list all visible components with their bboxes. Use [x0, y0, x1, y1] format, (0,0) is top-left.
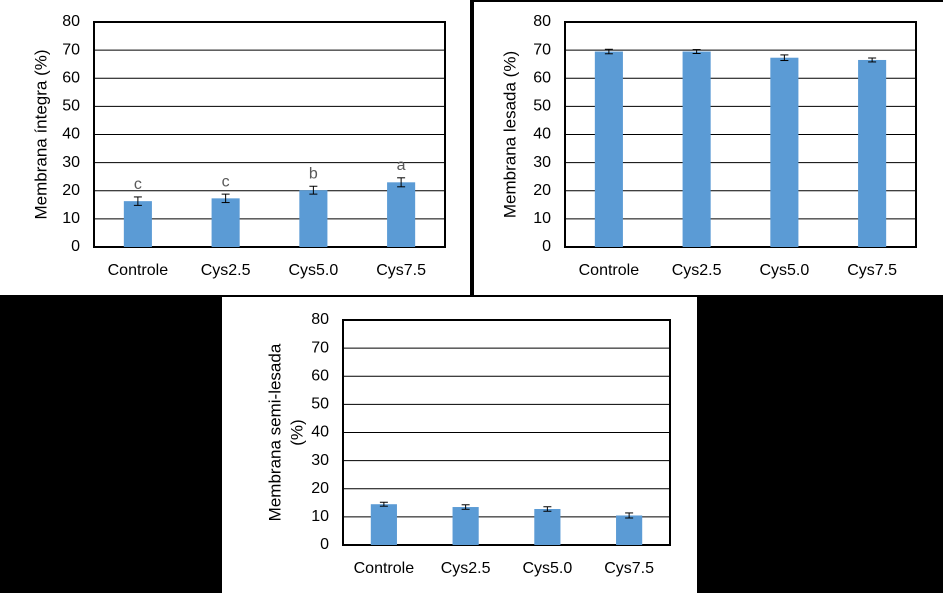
- y-tick-label: 40: [311, 424, 329, 441]
- x-tick-label: Controle: [108, 262, 169, 279]
- x-tick-label: Cys2.5: [672, 262, 722, 279]
- y-tick-label: 40: [533, 126, 551, 143]
- y-tick-label: 60: [311, 367, 329, 384]
- y-tick-label: 70: [311, 339, 329, 356]
- y-axis-label: Membrana semi-lesada: [265, 343, 284, 521]
- bar: [211, 198, 240, 247]
- y-tick-label: 20: [311, 480, 329, 497]
- x-tick-label: Cys7.5: [604, 560, 654, 577]
- y-tick-label: 50: [533, 98, 551, 115]
- y-tick-label: 50: [62, 98, 80, 115]
- y-tick-label: 30: [62, 154, 80, 171]
- y-tick-label: 0: [71, 238, 80, 255]
- y-tick-label: 10: [311, 508, 329, 525]
- bar: [770, 57, 799, 247]
- x-tick-label: Controle: [354, 560, 415, 577]
- x-tick-label: Cys2.5: [201, 262, 251, 279]
- annotation: c: [222, 173, 230, 190]
- x-tick-label: Cys5.0: [759, 262, 809, 279]
- plot-frame: [93, 21, 446, 248]
- y-tick-label: 70: [533, 41, 551, 58]
- y-tick-label: 40: [62, 126, 80, 143]
- annotation: c: [134, 176, 142, 193]
- y-tick-label: 70: [62, 41, 80, 58]
- y-tick-label: 0: [542, 238, 551, 255]
- bar: [370, 504, 397, 545]
- annotation: b: [309, 165, 318, 182]
- y-axis-label: Membrana lesada (%): [500, 51, 519, 218]
- bar: [682, 51, 711, 247]
- x-tick-label: Controle: [579, 262, 640, 279]
- y-tick-label: 60: [533, 69, 551, 86]
- y-tick-label: 30: [533, 154, 551, 171]
- x-tick-label: Cys5.0: [288, 262, 338, 279]
- x-tick-label: Cys2.5: [441, 560, 491, 577]
- y-tick-label: 20: [62, 182, 80, 199]
- y-axis-label: (%): [287, 419, 306, 445]
- plot-frame: [564, 21, 917, 248]
- y-tick-label: 80: [533, 13, 551, 30]
- y-tick-label: 30: [311, 452, 329, 469]
- plot-frame: [342, 319, 671, 546]
- y-axis-label: Membrana íntegra (%): [31, 49, 50, 219]
- y-tick-label: 10: [533, 210, 551, 227]
- annotation: a: [397, 157, 406, 174]
- bar: [299, 190, 328, 247]
- y-tick-label: 20: [533, 182, 551, 199]
- bar: [123, 201, 152, 247]
- bar: [858, 59, 887, 247]
- x-tick-label: Cys5.0: [522, 560, 572, 577]
- y-tick-label: 80: [311, 311, 329, 328]
- bar: [387, 182, 416, 247]
- y-tick-label: 50: [311, 396, 329, 413]
- y-tick-label: 0: [320, 536, 329, 553]
- bar: [534, 509, 561, 545]
- x-tick-label: Cys7.5: [847, 262, 897, 279]
- bar: [616, 515, 643, 545]
- y-tick-label: 60: [62, 69, 80, 86]
- x-tick-label: Cys7.5: [376, 262, 426, 279]
- bar: [452, 507, 479, 545]
- bar: [594, 51, 623, 247]
- y-tick-label: 10: [62, 210, 80, 227]
- y-tick-label: 80: [62, 13, 80, 30]
